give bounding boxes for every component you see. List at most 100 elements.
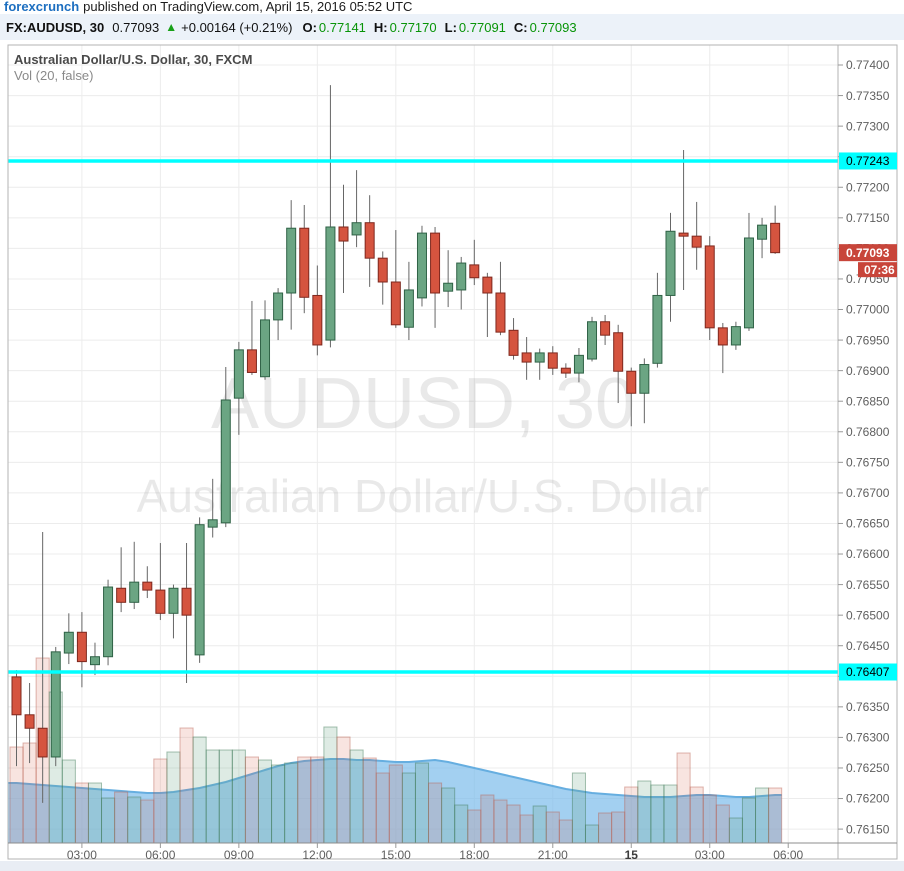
y-axis-tick-label[interactable]: 0.76650 <box>846 517 890 531</box>
y-axis-tick-label[interactable]: 0.76250 <box>846 761 890 775</box>
y-axis-tick-label[interactable]: 0.76450 <box>846 639 890 653</box>
volume-bar <box>401 772 416 844</box>
candle-body <box>390 281 401 326</box>
y-axis-tick-label[interactable]: 0.76950 <box>846 333 890 347</box>
symbol-label: FX:AUDUSD, 30 <box>6 19 105 35</box>
close-value: 0.77093 <box>529 19 577 35</box>
candle-body <box>652 294 663 364</box>
candle-body <box>521 352 532 363</box>
y-axis-tick-label[interactable]: 0.77000 <box>846 303 890 317</box>
candle-body <box>691 235 702 248</box>
x-axis-tick-label[interactable]: 21:00 <box>538 848 568 862</box>
x-axis-tick-label[interactable]: 15 <box>625 848 639 862</box>
x-axis-tick-label[interactable]: 06:00 <box>773 848 803 862</box>
candle-body <box>63 631 74 654</box>
candle-body <box>76 631 87 663</box>
volume-bar <box>257 759 273 844</box>
brand-link[interactable]: forexcrunch <box>4 0 80 14</box>
close-label: C: <box>513 19 528 35</box>
y-axis-tick-label[interactable]: 0.77200 <box>846 180 890 194</box>
candle-body <box>482 276 493 294</box>
volume-bar <box>349 749 364 844</box>
candle-body <box>155 589 166 614</box>
volume-bar <box>454 804 469 844</box>
y-axis-tick-label[interactable]: 0.76200 <box>846 792 890 806</box>
candle-body <box>757 224 768 240</box>
y-axis-tick-label[interactable]: 0.76850 <box>846 394 890 408</box>
volume-bar <box>545 811 560 844</box>
candle-body <box>469 264 480 279</box>
volume-bar <box>140 799 155 844</box>
y-axis-tick-label[interactable]: 0.76600 <box>846 547 890 561</box>
candle-body <box>142 581 153 591</box>
candle-body <box>495 292 506 333</box>
volume-bar <box>558 819 573 844</box>
bottom-strip <box>0 861 904 871</box>
candle-body <box>573 354 584 374</box>
candle-body <box>600 321 611 336</box>
candle-body <box>37 727 48 758</box>
level-price-label-text: 0.77243 <box>846 154 890 168</box>
volume-bar <box>676 752 691 844</box>
candle-body <box>443 282 454 292</box>
x-axis-tick-label[interactable]: 12:00 <box>302 848 332 862</box>
candle-body <box>89 656 100 666</box>
level-price-label-text: 0.76407 <box>846 665 890 679</box>
volume-bar <box>388 764 403 844</box>
y-axis-tick-label[interactable]: 0.76800 <box>846 425 890 439</box>
x-axis-tick-label[interactable]: 06:00 <box>145 848 175 862</box>
up-arrow-icon: ▲ <box>165 20 178 34</box>
candle-body <box>534 352 545 363</box>
volume-bar <box>284 762 299 844</box>
volume-bar <box>205 749 220 844</box>
volume-bar <box>87 782 103 844</box>
candle-body <box>456 262 467 291</box>
y-axis-tick-label[interactable]: 0.77150 <box>846 211 890 225</box>
candle-body <box>207 519 218 528</box>
volume-bar <box>637 780 652 844</box>
candle-body <box>181 587 192 616</box>
high-value: 0.77170 <box>389 19 437 35</box>
y-axis-tick-label[interactable]: 0.76750 <box>846 456 890 470</box>
x-axis-tick-label[interactable]: 15:00 <box>381 848 411 862</box>
candle-body <box>364 222 375 259</box>
volume-bar <box>715 804 730 844</box>
y-axis-tick-label[interactable]: 0.76500 <box>846 608 890 622</box>
y-axis-tick-label[interactable]: 0.77400 <box>846 58 890 72</box>
y-axis-tick-label[interactable]: 0.77300 <box>846 119 890 133</box>
candle-body <box>103 586 114 658</box>
volume-bar <box>467 809 482 844</box>
y-axis-tick-label[interactable]: 0.76900 <box>846 364 890 378</box>
candle-body <box>338 226 349 242</box>
candle-body <box>717 327 728 346</box>
quote-bar: FX:AUDUSD, 30 0.77093 ▲ +0.00164 (+0.21%… <box>0 14 904 40</box>
y-axis-tick-label[interactable]: 0.76550 <box>846 578 890 592</box>
candle-body <box>547 352 558 369</box>
volume-bar <box>127 796 142 844</box>
x-axis-tick-label[interactable]: 18:00 <box>459 848 489 862</box>
y-axis-tick-label[interactable]: 0.76700 <box>846 486 890 500</box>
y-axis-tick-label[interactable]: 0.76150 <box>846 822 890 836</box>
y-axis-tick-label[interactable]: 0.76300 <box>846 731 890 745</box>
volume-bar <box>61 759 76 844</box>
bar-countdown-label <box>858 262 897 278</box>
candle-body <box>273 292 284 321</box>
candle-body <box>168 587 179 614</box>
candle-body <box>639 364 650 394</box>
volume-bar <box>179 727 194 844</box>
candle-body <box>24 714 35 729</box>
y-axis-tick-label[interactable]: 0.77350 <box>846 89 890 103</box>
candle-body <box>704 245 715 329</box>
x-axis-tick-label[interactable]: 03:00 <box>695 848 725 862</box>
y-axis-tick-label[interactable]: 0.76350 <box>846 700 890 714</box>
candle-body <box>286 227 297 294</box>
volume-ma-area <box>8 759 782 843</box>
volume-bar <box>297 756 312 844</box>
candle-body <box>730 326 741 346</box>
level-price-label <box>839 152 897 170</box>
candle-body <box>416 232 427 299</box>
x-axis-tick-label[interactable]: 09:00 <box>224 848 254 862</box>
candle-body <box>194 524 205 656</box>
x-axis-tick-label[interactable]: 03:00 <box>67 848 97 862</box>
